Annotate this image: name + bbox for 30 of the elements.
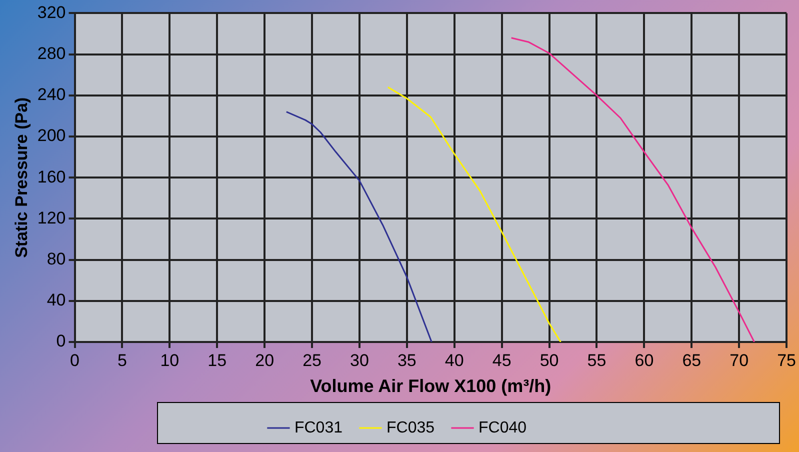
x-tick-label: 60 bbox=[634, 350, 654, 370]
legend-label: FC031 bbox=[294, 419, 343, 436]
y-tick-label: 200 bbox=[37, 126, 66, 146]
y-tick-label: 240 bbox=[37, 85, 66, 104]
y-tick-label: 320 bbox=[37, 2, 66, 22]
y-tick-label: 80 bbox=[46, 249, 66, 268]
y-tick-label: 160 bbox=[37, 167, 66, 186]
legend-label: FC040 bbox=[478, 419, 527, 436]
x-tick-label: 15 bbox=[208, 350, 227, 370]
y-tick-label: 120 bbox=[37, 208, 66, 228]
x-tick-label: 35 bbox=[397, 350, 416, 370]
x-tick-label: 0 bbox=[70, 350, 80, 370]
y-tick-label: 0 bbox=[56, 332, 66, 351]
x-tick-label: 25 bbox=[302, 350, 322, 370]
y-axis-title: Static Pressure (Pa) bbox=[12, 97, 31, 258]
x-tick-label: 55 bbox=[587, 350, 606, 370]
y-tick-label: 280 bbox=[37, 44, 66, 63]
x-tick-label: 30 bbox=[350, 350, 369, 370]
x-tick-label: 75 bbox=[777, 350, 796, 370]
x-tick-label: 40 bbox=[444, 350, 464, 370]
x-tick-label: 45 bbox=[492, 350, 512, 370]
y-tick-label: 40 bbox=[46, 290, 66, 310]
legend-label: FC035 bbox=[386, 419, 435, 436]
x-tick-label: 50 bbox=[540, 350, 559, 370]
x-tick-label: 10 bbox=[160, 350, 180, 370]
x-tick-label: 5 bbox=[117, 350, 127, 370]
x-tick-label: 70 bbox=[730, 350, 749, 370]
x-tick-label: 65 bbox=[682, 350, 702, 370]
x-tick-label: 20 bbox=[255, 350, 274, 370]
x-axis-title: Volume Air Flow X100 (m³/h) bbox=[310, 376, 552, 396]
